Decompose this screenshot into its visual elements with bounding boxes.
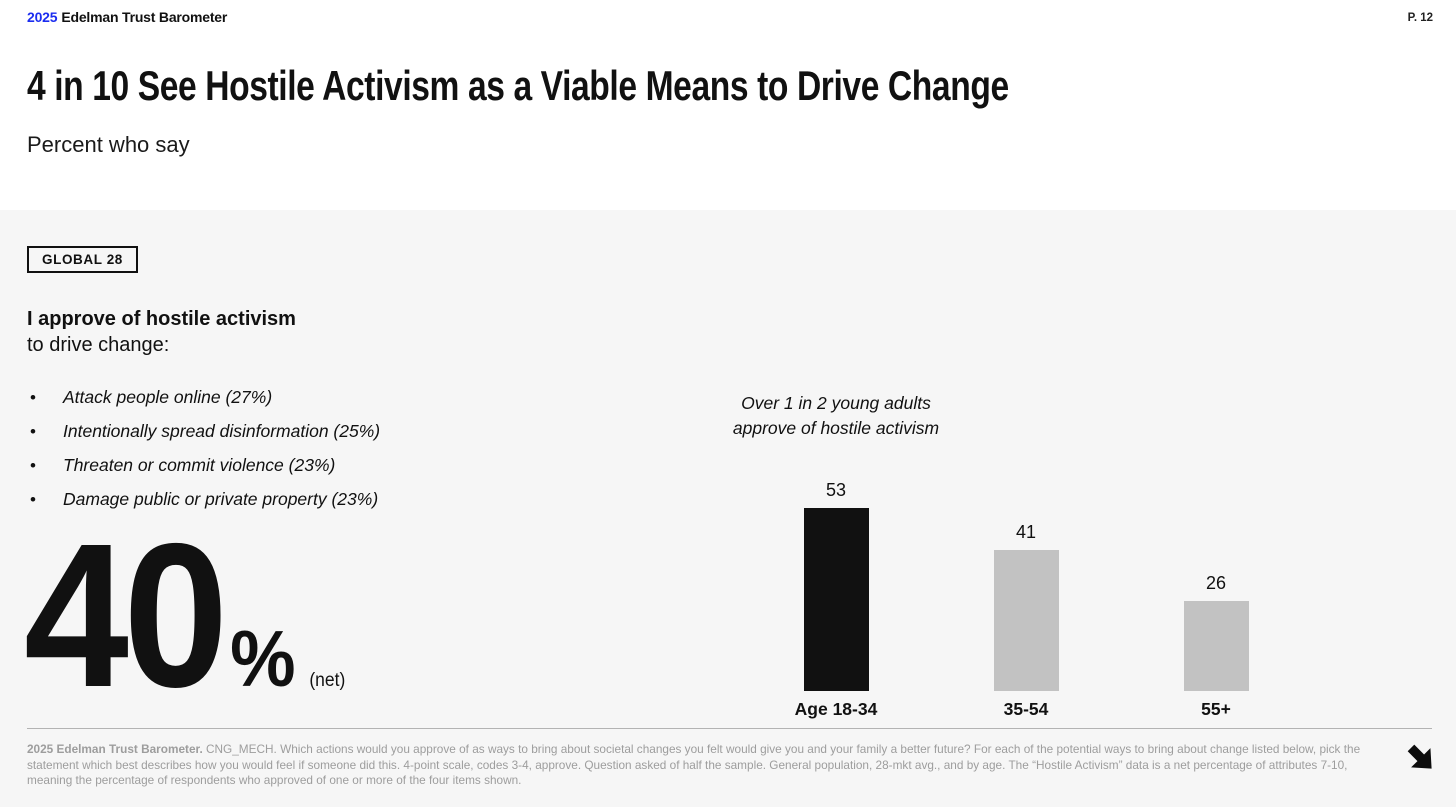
page-title: 4 in 10 See Hostile Activism as a Viable… bbox=[27, 62, 1009, 109]
bar-group: 26 55+ bbox=[1121, 573, 1311, 720]
annotation-line: approve of hostile activism bbox=[732, 418, 940, 438]
bar-group: 53 Age 18-34 bbox=[741, 480, 931, 720]
list-item: Damage public or private property (23%) bbox=[27, 490, 380, 510]
brand-logo: 2025 Edelman Trust Barometer bbox=[27, 9, 227, 25]
bar bbox=[1183, 601, 1249, 691]
list-item: Intentionally spread disinformation (25%… bbox=[27, 422, 380, 442]
bar-value-label: 53 bbox=[825, 480, 847, 500]
footnote: 2025 Edelman Trust Barometer. CNG_MECH. … bbox=[27, 742, 1369, 789]
bar bbox=[803, 508, 869, 691]
statement: I approve of hostile activism to drive c… bbox=[27, 306, 296, 358]
footnote-source: 2025 Edelman Trust Barometer. bbox=[27, 742, 203, 756]
bar-group: 41 35-54 bbox=[931, 522, 1121, 720]
bar-value-label: 26 bbox=[1205, 573, 1227, 593]
list-item: Threaten or commit violence (23%) bbox=[27, 456, 380, 476]
bar-category-label: 55+ bbox=[1201, 699, 1231, 719]
page-subtitle: Percent who say bbox=[27, 132, 190, 157]
net-suffix: (net) bbox=[309, 670, 346, 691]
list-item: Attack people online (27%) bbox=[27, 388, 380, 408]
footnote-text: CNG_MECH. Which actions would you approv… bbox=[27, 742, 1361, 787]
net-percentage: 40 % (net) bbox=[24, 501, 346, 730]
brand-year: 2025 bbox=[27, 9, 58, 25]
bar bbox=[993, 550, 1059, 691]
brand-name: Edelman Trust Barometer bbox=[61, 9, 228, 25]
net-value: 40 bbox=[24, 501, 228, 730]
bar-category-label: Age 18-34 bbox=[794, 699, 878, 719]
statement-bold-line: I approve of hostile activism bbox=[27, 308, 296, 330]
page-number: P. 12 bbox=[1407, 12, 1433, 24]
chart-annotation: Over 1 in 2 young adults approve of host… bbox=[718, 391, 954, 441]
next-arrow-icon[interactable] bbox=[1401, 735, 1441, 781]
bar-chart: 53 Age 18-34 41 35-54 26 55+ bbox=[741, 382, 1311, 720]
bar-category-label: 35-54 bbox=[1003, 699, 1049, 719]
statement-rest-line: to drive change: bbox=[27, 334, 170, 356]
bar-value-label: 41 bbox=[1015, 522, 1037, 542]
annotation-line: Over 1 in 2 young adults bbox=[741, 393, 931, 413]
approval-bullet-list: Attack people online (27%) Intentionally… bbox=[27, 388, 380, 524]
global-28-badge: GLOBAL 28 bbox=[27, 246, 138, 273]
content-panel: GLOBAL 28 I approve of hostile activism … bbox=[0, 210, 1456, 807]
percent-sign: % bbox=[230, 614, 295, 703]
footer-divider bbox=[27, 728, 1432, 729]
